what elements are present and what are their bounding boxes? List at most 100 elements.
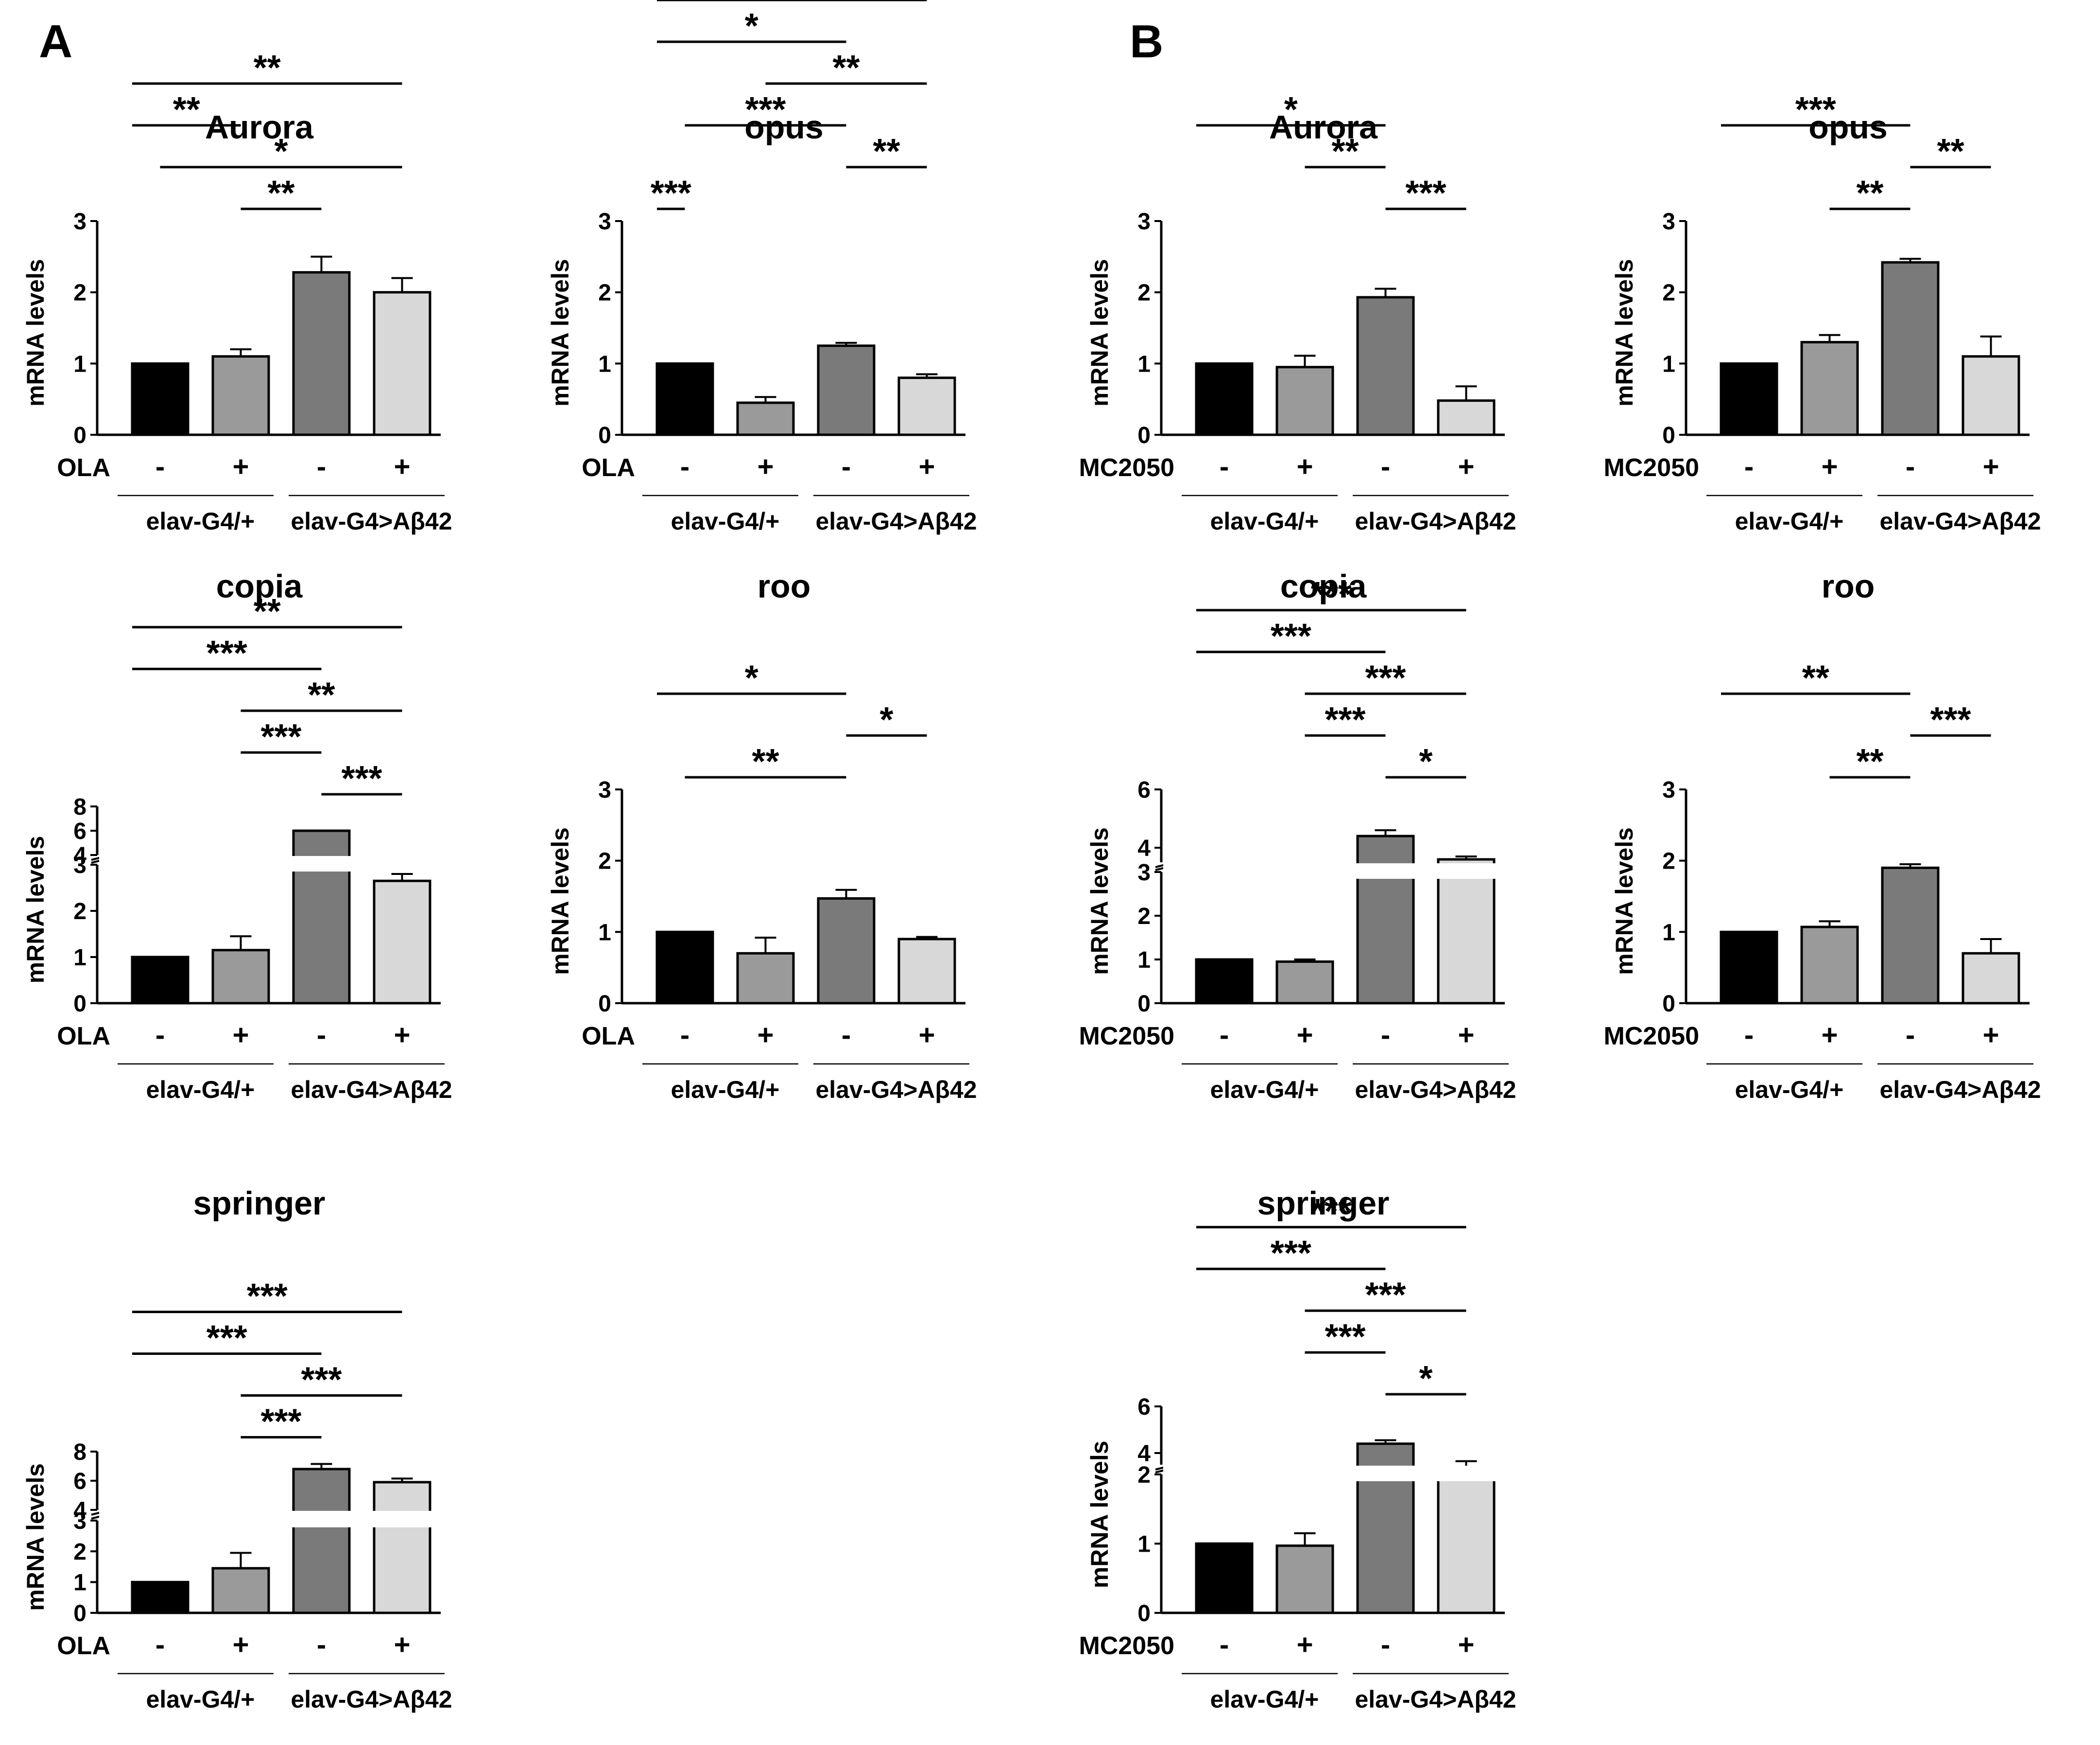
treatment-sign: - (155, 1019, 165, 1051)
treatment-sign: - (1906, 1019, 1915, 1051)
treatment-sign: - (1220, 1629, 1229, 1660)
bar (655, 930, 714, 1005)
significance-label: ** (254, 49, 281, 87)
chart-b-roo: 0 1 2 3 roo mRNA levels MC2050 - + - + elav-G4/+ ela… (1603, 568, 2041, 1103)
group-label: elav-G4>Aβ42 (291, 1686, 452, 1713)
y-axis-label: mRNA levels (1086, 1441, 1113, 1589)
group-label: elav-G4>Aβ42 (1879, 508, 2041, 535)
treatment-label: MC2050 (1603, 454, 1699, 482)
significance-label: *** (260, 718, 301, 756)
bar (655, 362, 714, 436)
bar (1800, 341, 1859, 436)
significance-label: * (1419, 1359, 1432, 1398)
treatment-sign: + (1297, 1629, 1313, 1660)
chart-b-aurora: 0 1 2 3 Aurora mRNA levels MC2050 - + - + elav-G4/+… (1079, 90, 1516, 535)
treatment-sign: + (757, 451, 774, 482)
treatment-sign: + (757, 1019, 774, 1051)
treatment-sign: + (233, 451, 249, 482)
treatment-label: OLA (57, 454, 110, 482)
y-tick-label: 4 (73, 1498, 86, 1523)
significance-label: ** (832, 49, 860, 87)
y-tick-label: 2 (1662, 280, 1675, 306)
group-label: elav-G4>Aβ42 (1355, 508, 1516, 535)
chart-title: roo (1822, 568, 1875, 605)
treatment-sign: + (1297, 1019, 1313, 1051)
y-tick-label: 1 (1137, 351, 1151, 377)
significance-label: *** (260, 1403, 301, 1441)
bar (1720, 362, 1778, 436)
significance-label: ** (1937, 132, 1964, 171)
panel-letter-a: A (39, 16, 72, 68)
significance-label: *** (1311, 1192, 1352, 1231)
significance-label: *** (651, 174, 691, 213)
significance-label: *** (1405, 174, 1446, 213)
group-label: elav-G4/+ (1210, 508, 1319, 535)
significance-label: *** (1365, 659, 1406, 698)
treatment-sign: + (233, 1629, 249, 1660)
group-label: elav-G4/+ (146, 1076, 255, 1103)
chart-title: opus (1808, 109, 1887, 146)
treatment-sign: - (317, 1019, 326, 1051)
significance-label: * (745, 7, 758, 46)
group-label: elav-G4/+ (671, 508, 780, 535)
y-tick-label: 1 (73, 945, 86, 971)
treatment-sign: + (1458, 451, 1475, 482)
group-label: elav-G4>Aβ42 (291, 1076, 452, 1103)
y-tick-label: 0 (598, 423, 611, 448)
significance-label: ** (752, 742, 779, 781)
group-label: elav-G4>Aβ42 (815, 508, 977, 535)
treatment-sign: - (155, 451, 165, 482)
bar (1195, 362, 1254, 436)
significance-label: * (1419, 742, 1432, 781)
treatment-label: MC2050 (1079, 454, 1174, 482)
y-tick-label: 0 (1137, 991, 1151, 1017)
y-tick-label: 4 (73, 843, 86, 869)
y-tick-label: 2 (1137, 1462, 1151, 1488)
y-tick-label: 8 (73, 794, 86, 820)
bar (131, 362, 189, 436)
y-tick-label: 2 (1137, 904, 1151, 929)
treatment-sign: - (680, 451, 689, 482)
y-axis-label: mRNA levels (547, 259, 574, 407)
significance-label: *** (1325, 1317, 1365, 1356)
bar (817, 897, 876, 1005)
y-tick-label: 0 (598, 991, 611, 1017)
group-label: elav-G4/+ (146, 1686, 255, 1713)
significance-label: *** (247, 1277, 288, 1316)
y-tick-label: 6 (1137, 777, 1151, 803)
significance-label: ** (1856, 742, 1883, 781)
bar (897, 938, 956, 1005)
significance-label: *** (301, 1361, 342, 1400)
bar (292, 1468, 351, 1614)
y-tick-label: 0 (1137, 1601, 1151, 1626)
y-tick-label: 1 (1662, 351, 1675, 377)
treatment-sign: + (1458, 1019, 1475, 1051)
y-tick-label: 3 (1137, 860, 1151, 886)
treatment-sign: + (1983, 451, 1999, 482)
bar (736, 952, 795, 1005)
group-label: elav-G4/+ (1735, 1076, 1844, 1103)
treatment-sign: + (1458, 1629, 1475, 1660)
significance-label: *** (1271, 1234, 1311, 1273)
group-label: elav-G4>Aβ42 (1355, 1686, 1516, 1713)
y-axis-label: mRNA levels (22, 836, 49, 984)
bar (897, 376, 956, 436)
chart-b-copia: 0 1 2 34 6 copia mRNA levels MC2050 - + - + elav-G4/… (1079, 568, 1516, 1103)
chart-a-springer: 0 1 2 34 6 8 springer mRNA levels OLA - + - + elav-G4… (22, 1185, 452, 1713)
significance-label: * (745, 659, 758, 698)
treatment-sign: + (394, 1629, 411, 1660)
y-tick-label: 2 (73, 899, 86, 924)
significance-label: ** (254, 592, 281, 631)
y-tick-label: 0 (1662, 991, 1675, 1017)
chart-title: Aurora (205, 109, 314, 146)
bar (292, 271, 351, 436)
treatment-label: OLA (582, 454, 635, 482)
chart-title: springer (1257, 1185, 1389, 1222)
treatment-sign: + (1822, 451, 1838, 482)
chart-b-springer: 0 1 24 6 springer mRNA levels MC2050 - + - + elav-G… (1079, 1185, 1516, 1713)
bar (211, 1567, 270, 1614)
y-axis-label: mRNA levels (1086, 827, 1113, 975)
chart-a-roo: 0 1 2 3 roo mRNA levels OLA - + - + elav-G4/+ elav-G… (547, 568, 977, 1103)
treatment-sign: + (1983, 1019, 1999, 1051)
